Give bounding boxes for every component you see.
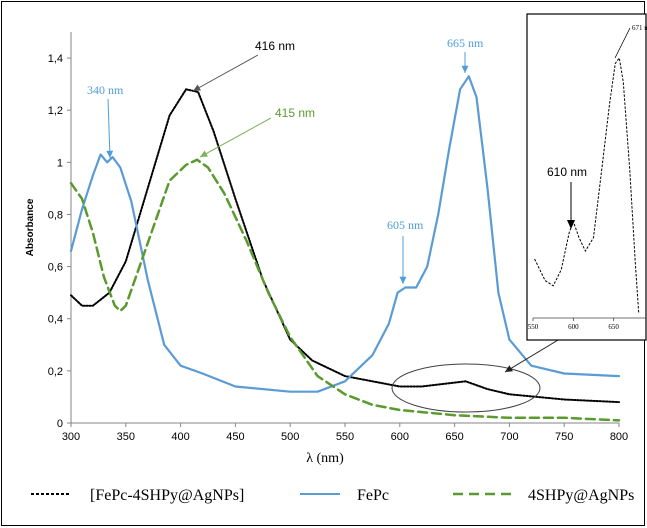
inset-x-tick-label: 550	[528, 323, 539, 331]
annotation-665nm: 665 nm	[447, 36, 484, 50]
x-tick-label: 650	[445, 431, 463, 443]
arrow-340nm	[108, 99, 110, 158]
highlight-ellipse	[392, 364, 540, 412]
legend-label-2: FePc	[357, 487, 389, 504]
arrow-416nm	[193, 55, 258, 91]
annotation-610nm: 610 nm	[547, 165, 587, 179]
annotation-605nm: 605 nm	[387, 218, 424, 232]
x-tick-label: 400	[171, 431, 189, 443]
legend-label-3: 4SHPy@AgNPs	[528, 487, 634, 504]
annotation-340nm: 340 nm	[87, 83, 124, 97]
y-tick-label: 0,6	[48, 262, 63, 274]
arrow-665nm-head	[462, 66, 469, 73]
annotation-415nm: 415 nm	[275, 106, 315, 120]
inset-x-tick-label: 650	[608, 323, 619, 331]
x-tick-label: 550	[336, 431, 354, 443]
annotation-416nm: 416 nm	[255, 39, 295, 53]
y-tick-label: 0	[57, 418, 63, 430]
x-tick-label: 350	[117, 431, 135, 443]
annotation-671nm: 671 nm	[632, 24, 647, 32]
legend: [FePc-4SHPy@AgNPs] FePc 4SHPy@AgNPs	[31, 487, 634, 504]
x-axis-title: λ (nm)	[306, 451, 344, 466]
x-tick-label: 450	[226, 431, 244, 443]
x-tick-label: 750	[555, 431, 573, 443]
arrow-605nm-head	[400, 277, 407, 284]
x-tick-label: 700	[500, 431, 518, 443]
x-tick-label: 500	[281, 431, 299, 443]
x-tick-label: 800	[610, 431, 628, 443]
y-tick-label: 0,4	[48, 314, 63, 326]
y-tick-label: 1,2	[48, 105, 63, 117]
x-tick-label: 600	[391, 431, 409, 443]
x-tick-label: 300	[62, 431, 80, 443]
y-tick-label: 1	[57, 157, 63, 169]
y-tick-label: 0,2	[48, 366, 63, 378]
y-tick-label: 1,4	[48, 53, 63, 65]
y-tick-label: 0,8	[48, 209, 63, 221]
inset-x-tick-label: 600	[568, 323, 579, 331]
y-axis-title: Absorbance	[25, 198, 36, 256]
legend-label-1: [FePc-4SHPy@AgNPs]	[90, 487, 244, 504]
annotations: 340 nm 416 nm 415 nm 605 nm 665 nm	[87, 36, 578, 412]
